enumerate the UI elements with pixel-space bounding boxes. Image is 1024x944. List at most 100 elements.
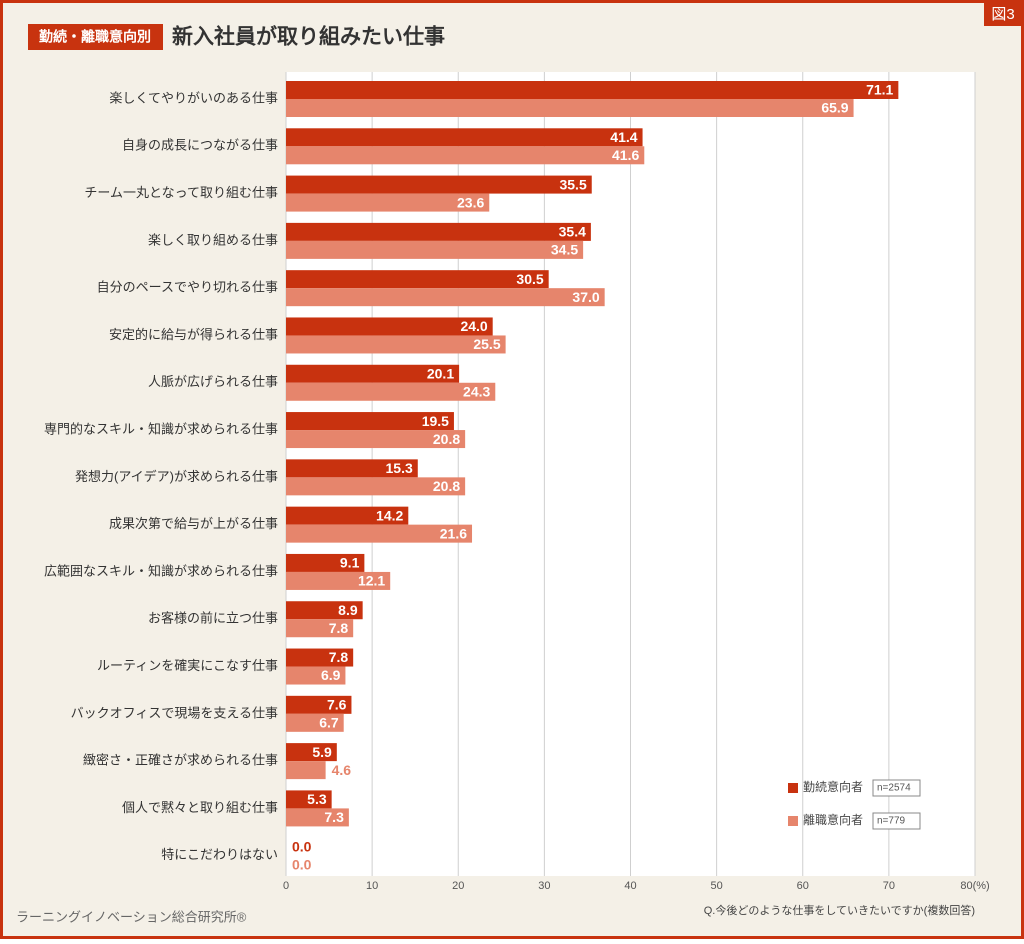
bar (286, 808, 349, 827)
value-label: 23.6 (457, 194, 484, 210)
x-tick-label: 20 (452, 880, 464, 892)
value-label: 37.0 (572, 289, 599, 305)
bar (286, 240, 584, 259)
bar (286, 128, 643, 147)
y-tick-label: ルーティンを確実にこなす仕事 (97, 658, 278, 673)
value-label: 20.1 (427, 365, 454, 381)
bar (286, 317, 493, 336)
bar (286, 666, 346, 685)
bar (286, 571, 391, 590)
value-label: 65.9 (821, 100, 848, 116)
legend-n-box (872, 779, 921, 797)
value-label: 41.4 (610, 129, 637, 145)
bars: 71.1 65.9 41.4 41.6 35.5 23.6 35.4 34.5 30.5 37.0… (286, 81, 899, 872)
x-tick-label: 30 (538, 880, 550, 892)
x-tick-label: 50 (711, 880, 723, 892)
source: ラーニングイノベーション総合研究所® (16, 909, 247, 924)
y-tick-label: 楽しく取り組める仕事 (148, 232, 278, 247)
value-label: 14.2 (376, 507, 403, 523)
legend-swatch (788, 816, 798, 826)
figure-label: 図3 (991, 6, 1014, 23)
bar (286, 430, 466, 449)
bar (286, 99, 854, 117)
bar (286, 175, 592, 194)
value-label: 41.6 (612, 147, 639, 163)
value-label: 7.3 (324, 809, 344, 825)
figure-badge (984, 2, 1022, 26)
x-tick-label: 0 (283, 880, 289, 892)
y-tick-label: 発想力(アイデア)が求められる仕事 (75, 469, 278, 484)
value-label: 0.0 (292, 856, 312, 872)
x-tick-label: 80(%) (960, 880, 989, 892)
value-label: 20.8 (433, 478, 460, 494)
bar (286, 335, 506, 354)
value-label: 6.7 (319, 715, 339, 731)
legend-label: 離職意向者 (803, 812, 863, 827)
value-label: 24.3 (463, 383, 490, 399)
value-label: 7.8 (329, 620, 349, 636)
legend-n: n=2574 (877, 783, 911, 794)
value-label: 0.0 (292, 838, 312, 854)
y-tick-label: 緻密さ・正確さが求められる仕事 (83, 753, 278, 768)
value-label: 35.5 (559, 176, 586, 192)
bar (286, 412, 454, 431)
value-label: 71.1 (866, 82, 893, 98)
value-label: 19.5 (422, 413, 449, 429)
tag: 勤続・離職意向別 (39, 29, 151, 45)
legend-n: n=779 (877, 816, 906, 827)
value-label: 7.6 (327, 697, 347, 713)
y-tick-label: 専門的なスキル・知識が求められる仕事 (44, 421, 278, 436)
bar (286, 382, 496, 401)
bar (286, 761, 326, 780)
y-tick-label: 特にこだわりはない (161, 847, 278, 862)
value-label: 21.6 (440, 525, 467, 541)
y-tick-label: 自分のペースでやり切れる仕事 (97, 280, 278, 295)
y-tick-label: 楽しくてやりがいのある仕事 (109, 90, 278, 105)
bar (286, 288, 605, 307)
legend-n-box (872, 812, 921, 830)
x-tick-label: 70 (883, 880, 895, 892)
bar (286, 790, 332, 809)
value-label: 4.6 (332, 762, 352, 778)
y-tick-label: お客様の前に立つ仕事 (148, 611, 278, 626)
value-label: 5.3 (307, 791, 327, 807)
value-label: 12.1 (358, 573, 385, 589)
bar (286, 270, 549, 289)
value-label: 24.0 (460, 318, 487, 334)
bar (286, 553, 365, 572)
y-tick-label: バックオフィスで現場を支える仕事 (71, 705, 278, 720)
bar (286, 695, 352, 714)
y-tick-label: 成果次第で給与が上がる仕事 (109, 516, 278, 531)
tag-badge (28, 24, 163, 50)
bar (286, 619, 354, 638)
x-tick-label: 40 (624, 880, 636, 892)
value-label: 7.8 (329, 649, 349, 665)
bar (286, 648, 354, 667)
value-label: 34.5 (551, 242, 578, 258)
legend-swatch (788, 783, 798, 793)
chart-title: 新入社員が取り組みたい仕事 (172, 25, 445, 49)
bar (286, 146, 645, 165)
bar (286, 477, 466, 496)
value-label: 8.9 (338, 602, 358, 618)
bar (286, 524, 473, 543)
bar (286, 743, 337, 762)
bar (286, 601, 363, 620)
y-tick-label: 安定的に給与が得られる仕事 (109, 327, 278, 342)
y-tick-label: 広範囲なスキル・知識が求められる仕事 (44, 563, 278, 578)
value-label: 6.9 (321, 667, 341, 683)
bar (286, 506, 409, 525)
x-tick-label: 10 (366, 880, 378, 892)
bar (286, 713, 344, 732)
bar (286, 193, 490, 212)
value-label: 25.5 (473, 336, 500, 352)
x-tick-label: 60 (797, 880, 809, 892)
bar (286, 81, 899, 99)
bar (286, 459, 418, 478)
value-label: 5.9 (312, 744, 332, 760)
value-label: 9.1 (340, 555, 360, 571)
question: Q.今後どのような仕事をしていきたいですか(複数回答) (704, 903, 975, 917)
y-tick-label: チーム一丸となって取り組む仕事 (84, 185, 278, 200)
y-tick-label: 個人で黙々と取り組む仕事 (122, 800, 278, 815)
